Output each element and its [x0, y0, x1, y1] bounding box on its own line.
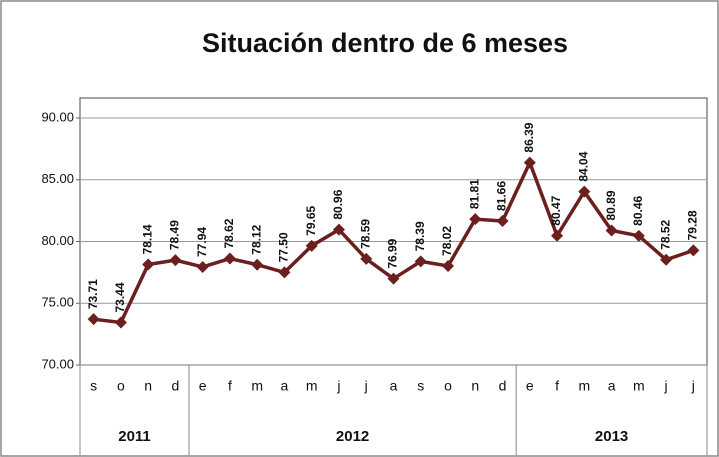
data-label: 78.12: [249, 224, 263, 254]
data-label: 78.39: [413, 221, 427, 251]
data-label: 81.66: [495, 181, 509, 211]
x-tick-label: o: [444, 378, 452, 394]
x-tick-label: j: [364, 378, 368, 394]
marker: [687, 244, 700, 257]
x-tick-label: n: [471, 378, 479, 394]
x-tick-label: a: [390, 378, 398, 394]
x-group-label: 2011: [118, 428, 151, 445]
data-label: 78.49: [168, 220, 182, 250]
x-tick-label: m: [633, 378, 645, 394]
data-label: 78.02: [440, 226, 454, 256]
x-tick-label: s: [90, 378, 97, 394]
x-tick-label: f: [228, 378, 232, 394]
data-label: 79.65: [304, 205, 318, 235]
x-tick-label: m: [251, 378, 263, 394]
x-tick-label: a: [281, 378, 289, 394]
x-tick-label: f: [555, 378, 559, 394]
x-tick-label: a: [608, 378, 616, 394]
marker: [251, 258, 264, 271]
marker: [551, 229, 564, 242]
marker: [332, 223, 345, 236]
marker: [469, 213, 482, 226]
x-tick-label: m: [578, 378, 590, 394]
data-label: 80.89: [604, 190, 618, 220]
marker: [278, 266, 291, 279]
y-tick-label: 75.00: [41, 295, 74, 310]
y-tick-label: 80.00: [41, 233, 74, 248]
x-tick-label: d: [172, 378, 180, 394]
y-tick-label: 90.00: [41, 109, 74, 124]
data-label: 79.28: [686, 210, 700, 240]
data-label: 80.47: [549, 195, 563, 225]
marker: [496, 214, 509, 227]
data-label: 80.46: [631, 195, 645, 225]
chart-title: Situación dentro de 6 meses: [202, 28, 568, 58]
marker: [142, 258, 155, 271]
x-tick-label: m: [306, 378, 318, 394]
marker: [223, 252, 236, 265]
x-tick-label: s: [417, 378, 424, 394]
data-label: 76.99: [386, 238, 400, 268]
x-tick-label: e: [526, 378, 534, 394]
x-tick-label: o: [117, 378, 125, 394]
marker: [442, 259, 455, 272]
marker: [414, 255, 427, 268]
marker: [196, 260, 209, 273]
data-label: 84.04: [576, 151, 590, 181]
x-group-label: 2013: [595, 428, 628, 445]
data-label: 78.59: [358, 219, 372, 249]
x-tick-label: j: [664, 378, 668, 394]
x-tick-label: n: [144, 378, 152, 394]
data-label: 80.96: [331, 189, 345, 219]
data-label: 81.81: [467, 179, 481, 209]
marker: [360, 252, 373, 265]
marker: [605, 224, 618, 237]
marker: [660, 253, 673, 266]
marker: [169, 254, 182, 267]
data-label: 78.62: [222, 218, 236, 248]
data-label: 77.94: [195, 227, 209, 257]
data-label: 73.44: [113, 282, 127, 312]
data-label: 86.39: [522, 122, 536, 152]
x-group-label: 2012: [336, 428, 369, 445]
data-label: 77.50: [277, 232, 291, 262]
data-label: 73.71: [86, 279, 100, 309]
marker: [305, 239, 318, 252]
y-tick-label: 70.00: [41, 356, 74, 371]
x-tick-label: j: [691, 378, 695, 394]
marker: [387, 272, 400, 285]
x-tick-label: j: [336, 378, 340, 394]
x-tick-label: e: [199, 378, 207, 394]
marker: [114, 316, 127, 329]
marker: [578, 185, 591, 198]
marker: [632, 229, 645, 242]
marker: [87, 313, 100, 326]
x-tick-label: d: [499, 378, 507, 394]
data-label: 78.52: [658, 219, 672, 249]
data-label: 78.14: [140, 224, 154, 254]
marker: [523, 156, 536, 169]
y-tick-label: 85.00: [41, 171, 74, 186]
